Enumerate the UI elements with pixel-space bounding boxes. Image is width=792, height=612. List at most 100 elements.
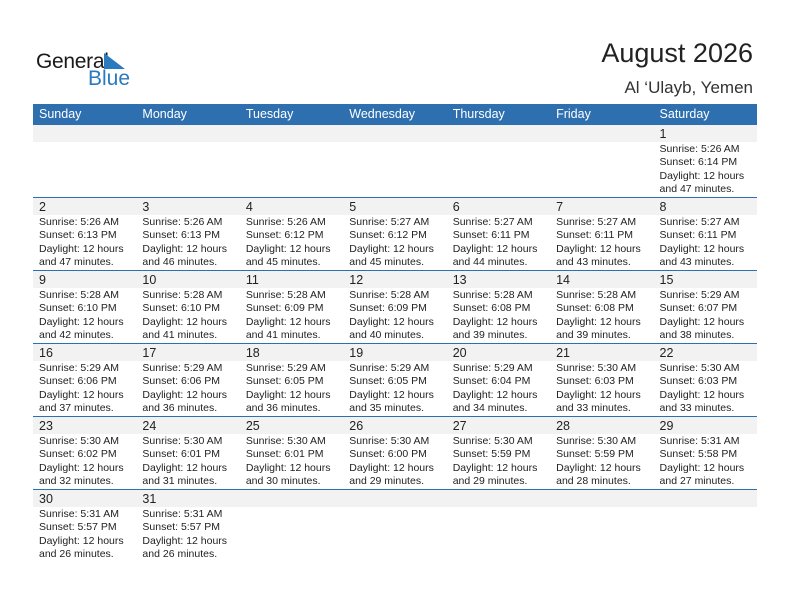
day-cell: 4 Sunrise: 5:26 AM Sunset: 6:12 PM Daylight… xyxy=(239,198,344,270)
sunrise-text: Sunrise: 5:31 AM xyxy=(142,508,223,520)
day-info: Sunrise: 5:30 AM Sunset: 5:59 PM Daylight:… xyxy=(447,435,550,489)
day-cell: 29 Sunrise: 5:31 AM Sunset: 5:58 PM Dayligh… xyxy=(653,417,757,489)
daylight1-text: Daylight: 12 hours xyxy=(452,388,538,401)
week-row: 9 Sunrise: 5:28 AM Sunset: 6:10 PM Daylight… xyxy=(33,271,757,344)
empty-cell xyxy=(33,125,137,197)
weekday-monday: Monday xyxy=(142,107,187,121)
sunset-text: Sunset: 6:14 PM xyxy=(659,156,738,169)
sunrise-text: Sunrise: 5:29 AM xyxy=(452,362,533,374)
sunset-text: Sunset: 6:04 PM xyxy=(452,375,531,388)
week-row: 2 Sunrise: 5:26 AM Sunset: 6:13 PM Daylight… xyxy=(33,198,757,271)
day-cell: 24 Sunrise: 5:30 AM Sunset: 6:01 PM Dayligh… xyxy=(136,417,240,489)
daylight1-text: Daylight: 12 hours xyxy=(659,242,745,255)
empty-cell xyxy=(239,490,344,562)
day-number: 21 xyxy=(550,344,654,361)
day-number: 4 xyxy=(239,198,344,215)
empty-cell xyxy=(446,490,551,562)
daylight2-text: and 29 minutes. xyxy=(452,475,528,488)
sunrise-text: Sunrise: 5:28 AM xyxy=(142,289,223,301)
day-cell: 3 Sunrise: 5:26 AM Sunset: 6:13 PM Daylight… xyxy=(136,198,240,270)
daylight1-text: Daylight: 12 hours xyxy=(349,461,434,474)
sunset-text: Sunset: 6:05 PM xyxy=(245,375,324,388)
daylight1-text: Daylight: 12 hours xyxy=(245,388,331,401)
sunset-text: Sunset: 6:12 PM xyxy=(349,229,427,242)
daylight2-text: and 43 minutes. xyxy=(659,256,735,269)
daylight2-text: and 31 minutes. xyxy=(142,475,218,488)
daylight2-text: and 45 minutes. xyxy=(245,256,321,269)
daylight1-text: Daylight: 12 hours xyxy=(245,315,331,328)
day-number: 20 xyxy=(446,344,551,361)
daylight2-text: and 29 minutes. xyxy=(349,475,424,488)
daylight2-text: and 41 minutes. xyxy=(245,329,321,342)
sunrise-text: Sunrise: 5:26 AM xyxy=(39,216,119,228)
day-info: Sunrise: 5:31 AM Sunset: 5:57 PM Daylight:… xyxy=(33,508,136,562)
daylight1-text: Daylight: 12 hours xyxy=(659,388,745,401)
logo-text-blue: Blue xyxy=(88,67,131,90)
day-info: Sunrise: 5:26 AM Sunset: 6:14 PM Daylight:… xyxy=(654,143,757,197)
day-cell: 21 Sunrise: 5:30 AM Sunset: 6:03 PM Dayligh… xyxy=(550,344,654,416)
day-info: Sunrise: 5:30 AM Sunset: 6:03 PM Daylight:… xyxy=(550,362,653,416)
day-cell: 26 Sunrise: 5:30 AM Sunset: 6:00 PM Dayligh… xyxy=(343,417,447,489)
daylight2-text: and 30 minutes. xyxy=(245,475,321,488)
empty-strip xyxy=(33,125,137,142)
day-number: 28 xyxy=(550,417,654,434)
day-info: Sunrise: 5:29 AM Sunset: 6:06 PM Daylight:… xyxy=(33,362,136,416)
sunset-text: Sunset: 6:11 PM xyxy=(556,229,633,242)
empty-strip xyxy=(239,125,344,142)
logo-triangle-icon xyxy=(104,53,125,69)
weekday-sunday: Sunday xyxy=(39,107,82,121)
logo: General Blue xyxy=(36,50,136,90)
day-number: 31 xyxy=(136,490,240,507)
day-cell: 18 Sunrise: 5:29 AM Sunset: 6:05 PM Dayligh… xyxy=(239,344,344,416)
day-number: 8 xyxy=(653,198,757,215)
daylight2-text: and 34 minutes. xyxy=(452,402,528,415)
day-info: Sunrise: 5:30 AM Sunset: 6:01 PM Daylight:… xyxy=(240,435,343,489)
daylight2-text: and 39 minutes. xyxy=(556,329,631,342)
sunset-text: Sunset: 5:59 PM xyxy=(556,448,634,461)
daylight1-text: Daylight: 12 hours xyxy=(659,315,745,328)
daylight1-text: Daylight: 12 hours xyxy=(349,242,434,255)
sunrise-text: Sunrise: 5:26 AM xyxy=(142,216,223,228)
daylight2-text: and 26 minutes. xyxy=(142,548,218,561)
sunset-text: Sunset: 6:13 PM xyxy=(39,229,117,242)
day-info: Sunrise: 5:29 AM Sunset: 6:04 PM Daylight:… xyxy=(447,362,550,416)
day-cell: 15 Sunrise: 5:29 AM Sunset: 6:07 PM Dayligh… xyxy=(653,271,757,343)
daylight1-text: Daylight: 12 hours xyxy=(39,388,124,401)
sunrise-text: Sunrise: 5:29 AM xyxy=(39,362,119,374)
sunrise-text: Sunrise: 5:29 AM xyxy=(659,289,740,301)
empty-strip xyxy=(239,490,344,507)
daylight2-text: and 38 minutes. xyxy=(659,329,735,342)
daylight2-text: and 26 minutes. xyxy=(39,548,114,561)
sunset-text: Sunset: 6:06 PM xyxy=(39,375,117,388)
daylight1-text: Daylight: 12 hours xyxy=(556,388,641,401)
day-number: 1 xyxy=(653,125,757,142)
day-info: Sunrise: 5:26 AM Sunset: 6:12 PM Daylight:… xyxy=(240,216,343,270)
week-row: 16 Sunrise: 5:29 AM Sunset: 6:06 PM Dayligh… xyxy=(33,344,757,417)
daylight1-text: Daylight: 12 hours xyxy=(39,534,124,547)
day-info: Sunrise: 5:28 AM Sunset: 6:08 PM Daylight:… xyxy=(447,289,550,343)
day-info: Sunrise: 5:29 AM Sunset: 6:05 PM Daylight:… xyxy=(240,362,343,416)
day-cell: 22 Sunrise: 5:30 AM Sunset: 6:03 PM Dayligh… xyxy=(653,344,757,416)
sunset-text: Sunset: 5:57 PM xyxy=(39,521,117,534)
day-info: Sunrise: 5:28 AM Sunset: 6:09 PM Daylight:… xyxy=(343,289,446,343)
sunrise-text: Sunrise: 5:27 AM xyxy=(452,216,533,228)
daylight1-text: Daylight: 12 hours xyxy=(452,461,538,474)
day-cell: 10 Sunrise: 5:28 AM Sunset: 6:10 PM Dayligh… xyxy=(136,271,240,343)
day-number: 5 xyxy=(343,198,447,215)
daylight1-text: Daylight: 12 hours xyxy=(349,388,434,401)
day-cell: 8 Sunrise: 5:27 AM Sunset: 6:11 PM Daylight… xyxy=(653,198,757,270)
empty-cell xyxy=(550,125,654,197)
daylight2-text: and 33 minutes. xyxy=(556,402,631,415)
daylight1-text: Daylight: 12 hours xyxy=(452,315,538,328)
daylight2-text: and 40 minutes. xyxy=(349,329,424,342)
sunrise-text: Sunrise: 5:30 AM xyxy=(556,435,637,447)
day-number: 30 xyxy=(33,490,137,507)
empty-strip xyxy=(343,125,447,142)
day-number: 13 xyxy=(446,271,551,288)
empty-strip xyxy=(550,125,654,142)
sunset-text: Sunset: 6:09 PM xyxy=(349,302,427,315)
day-cell: 16 Sunrise: 5:29 AM Sunset: 6:06 PM Dayligh… xyxy=(33,344,137,416)
sunset-text: Sunset: 6:11 PM xyxy=(452,229,530,242)
day-number: 18 xyxy=(239,344,344,361)
sunset-text: Sunset: 6:12 PM xyxy=(245,229,324,242)
